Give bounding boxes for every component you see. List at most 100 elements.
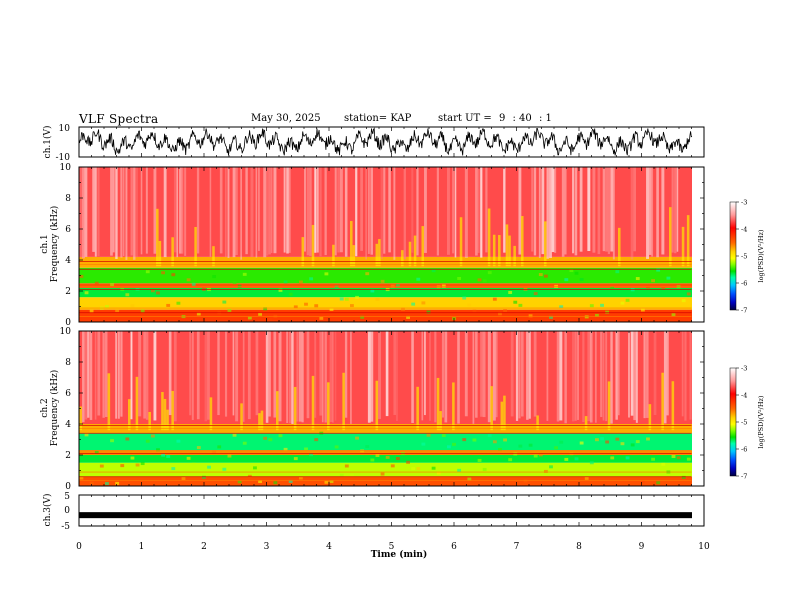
s1-speckle [457,276,462,280]
s2-band-3 [79,450,692,455]
s2-speckle [339,473,344,477]
s2-streak [130,331,133,420]
s2-speckle [334,445,339,449]
s2-speckle [600,437,604,441]
s2-streak [385,331,389,417]
s1-streak [360,167,363,251]
s1-speckle [411,302,416,306]
s1-streak [324,167,327,256]
s1-streak [258,167,260,251]
s1-speckle [283,280,288,284]
s1-streak [122,167,125,256]
s1-spike [513,245,516,267]
s1-speckle [222,300,227,304]
s1-streak [388,167,391,253]
s2-speckle [686,457,691,461]
ch2-spectrogram-panel [78,330,705,487]
s2-speckle [232,433,237,437]
s1-streak [561,167,565,257]
s2-streak [605,331,608,422]
s1-speckle [492,297,497,301]
s1-speckle [635,277,640,281]
s1-speckle [125,293,130,297]
s1-speckle [324,272,329,276]
s2-streak [633,331,637,421]
s2-streak [319,331,323,416]
x-tick-label-6: 6 [451,542,457,552]
s1-streak [370,167,373,255]
x-tick-label-10: 10 [698,542,710,552]
s2-streak [546,331,549,421]
s1-band-1 [79,297,692,310]
s2-speckle [661,462,666,466]
s1-spike [401,250,404,267]
ch1-spec-ylabel-frequency: Frequency (kHz) [49,206,60,283]
s1-streak [674,167,677,254]
s2-streak [288,331,292,424]
s2-streak [301,331,304,423]
s2-speckle [110,439,114,443]
ch3-waveform-panel [78,494,705,527]
s2-speckle [171,467,176,471]
s1-speckle [212,275,217,279]
s1-spike [459,217,463,267]
x-tick-label-5: 5 [389,542,395,552]
s2-streak [393,331,397,415]
s2-freq-tick-0: 0 [65,482,71,492]
ch2-colorbar: -3 -4 -5 -6 -7 log(PSD)(V²/Hz) [729,365,765,481]
s1-freq-tick-4: 4 [65,256,71,266]
s2-streak [242,331,245,422]
s2-streak [559,331,563,421]
s2-spike [135,376,139,431]
s1-speckle [319,316,324,320]
s2-speckle [447,445,451,449]
s2-band-1 [79,462,692,477]
s2-spike [166,409,169,431]
s1-spike [686,215,690,267]
s2-streak [235,331,239,422]
ch1-colorbar: -3 -4 -5 -6 -7 log(PSD)(V²/Hz) [729,199,765,315]
s2-streak [196,331,200,420]
s2-speckle [492,440,497,444]
s1-speckle [166,303,171,307]
s2-streak [207,331,210,420]
s2-streak [681,331,684,417]
s2-speckle [140,462,145,466]
s2-speckle [120,464,125,468]
s2-streak [168,331,172,416]
ch1-spec-ylabel-channel: ch.1 [40,234,50,253]
s2-streak [191,331,194,420]
s1-spike [681,226,685,267]
station-name: station= KAP [344,113,412,124]
s2-streak [84,331,88,420]
s1-streak [115,167,118,259]
s2-freq-tick-4: 4 [65,420,71,430]
s1-speckle [416,277,421,281]
s1-streak [309,167,312,256]
cb2-tick--7: -7 [741,473,747,481]
s1-spike [375,243,379,267]
s1-streak [94,167,97,257]
s2-streak [429,331,431,421]
s2-speckle [646,437,650,441]
s2-speckle [161,453,165,457]
recording-date: May 30, 2025 [251,113,321,124]
s2-speckle [681,475,686,479]
s1-streak [130,167,133,256]
s2-spike [500,401,504,431]
s2-speckle [253,466,257,470]
s1-speckle [161,271,165,275]
s2-streak [370,331,374,422]
s2-spike [311,375,315,431]
s1-streak [485,167,488,253]
s1-speckle [355,295,359,299]
s2-spike [503,395,506,431]
s1-speckle [115,309,120,313]
s2-speckle [196,446,201,450]
s1-spike [543,221,547,267]
cb2-tick--5: -5 [741,419,747,427]
s2-spike [607,381,611,431]
s2-speckle [574,457,579,461]
s2-speckle [268,438,273,442]
s2-streak [344,331,348,418]
